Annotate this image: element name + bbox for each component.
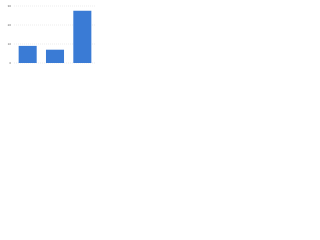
bar [45,49,65,63]
y-tick-label: 20 [8,23,12,27]
y-tick-label: 0 [9,61,11,65]
bar [18,45,37,63]
y-tick-label: 30 [8,4,12,8]
y-tick-label: 10 [8,42,12,46]
bar [73,10,92,63]
chart: 0 10 20 30 [8,4,96,65]
